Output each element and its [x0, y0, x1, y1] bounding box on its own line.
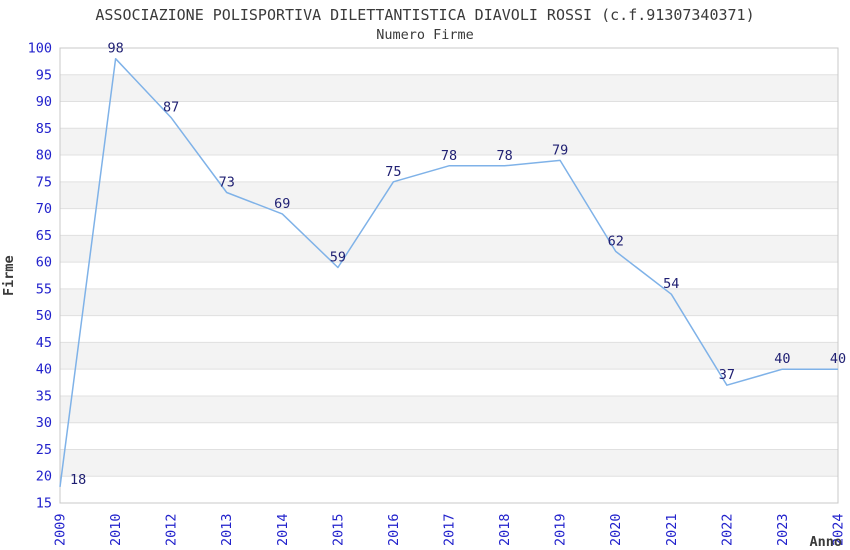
x-tick-label: 2021: [664, 513, 680, 546]
data-point-label: 54: [663, 276, 679, 292]
y-tick-label: 35: [36, 388, 52, 404]
data-point-label: 75: [385, 164, 401, 180]
data-point-label: 59: [330, 249, 346, 265]
y-tick-label: 95: [36, 67, 52, 83]
chart-subtitle: Numero Firme: [376, 27, 474, 43]
y-band: [60, 235, 838, 263]
y-tick-label: 55: [36, 281, 52, 297]
y-axis-title: Firme: [1, 255, 17, 296]
y-tick-label: 45: [36, 335, 52, 351]
data-point-label: 18: [70, 472, 86, 488]
y-band: [60, 74, 838, 102]
y-tick-label: 20: [36, 469, 52, 485]
y-tick-label: 65: [36, 228, 52, 244]
data-point-label: 69: [274, 196, 290, 212]
y-band: [60, 449, 838, 477]
y-tick-label: 60: [36, 255, 52, 271]
data-point-label: 40: [774, 351, 790, 367]
y-band: [60, 288, 838, 316]
y-band: [60, 395, 838, 423]
x-tick-label: 2009: [53, 513, 69, 546]
y-band: [60, 181, 838, 209]
x-tick-label: 2013: [219, 513, 235, 546]
data-point-label: 37: [719, 367, 735, 383]
x-tick-label: 2023: [775, 513, 791, 546]
y-tick-label: 85: [36, 121, 52, 137]
data-series-line: [59, 57, 838, 487]
y-tick-label: 80: [36, 148, 52, 164]
y-tick-label: 100: [28, 41, 52, 57]
y-tick-label: 75: [36, 174, 52, 190]
y-tick-label: 25: [36, 442, 52, 458]
data-point-label: 40: [830, 351, 846, 367]
y-tick-label: 70: [36, 201, 52, 217]
x-tick-label: 2010: [108, 513, 124, 546]
x-tick-label: 2015: [330, 513, 346, 546]
chart-title: ASSOCIAZIONE POLISPORTIVA DILETTANTISTIC…: [95, 6, 755, 24]
plot-border: [59, 47, 839, 504]
data-point-label: 78: [441, 148, 457, 164]
x-tick-label: 2018: [497, 513, 513, 546]
x-tick-label: 2022: [719, 513, 735, 546]
data-point-label: 78: [496, 148, 512, 164]
y-tick-label: 30: [36, 415, 52, 431]
y-tick-label: 15: [36, 496, 52, 512]
data-point-label: 79: [552, 142, 568, 158]
x-tick-label: 2017: [442, 513, 458, 546]
data-point-label: 62: [608, 233, 624, 249]
y-tick-label: 90: [36, 94, 52, 110]
x-tick-label: 2020: [608, 513, 624, 546]
y-band: [60, 342, 838, 370]
x-tick-label: 2012: [164, 513, 180, 546]
x-axis-title: Anno: [809, 534, 842, 550]
x-tick-label: 2016: [386, 513, 402, 546]
data-point-label: 98: [107, 41, 123, 57]
data-point-label: 73: [219, 175, 235, 191]
x-tick-label: 2024: [831, 513, 847, 546]
y-tick-label: 40: [36, 362, 52, 378]
x-tick-label: 2014: [275, 513, 291, 546]
y-tick-label: 50: [36, 308, 52, 324]
data-point-label: 87: [163, 100, 179, 116]
x-tick-label: 2019: [553, 513, 569, 546]
